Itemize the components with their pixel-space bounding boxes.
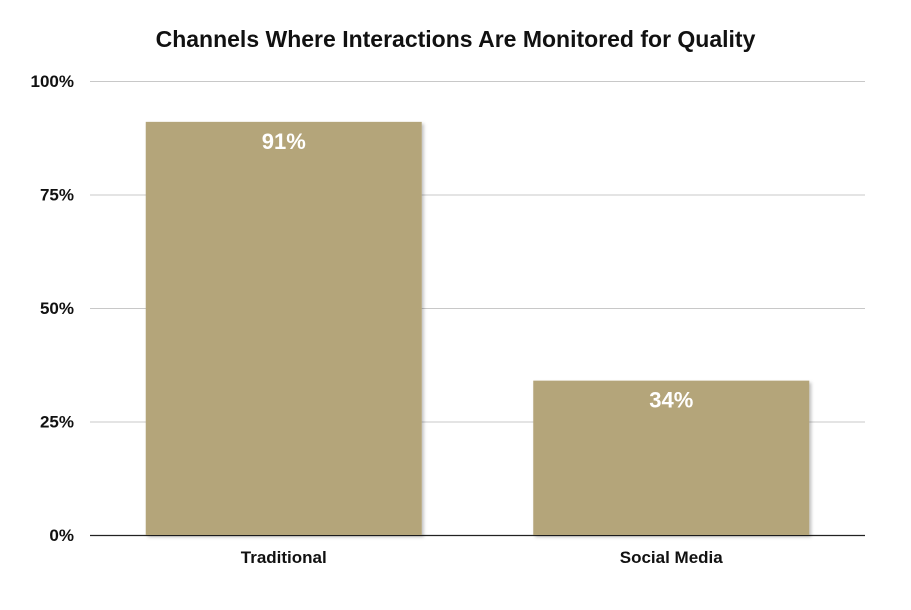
x-tick-label: Traditional	[241, 548, 327, 567]
y-tick-label: 75%	[40, 186, 74, 205]
bar-traditional	[145, 121, 422, 536]
y-tick-label: 100%	[31, 72, 74, 91]
bar-social-media	[533, 380, 810, 535]
data-label: 34%	[649, 388, 693, 413]
x-axis-ticks: Traditional Social Media	[241, 548, 724, 567]
x-tick-label: Social Media	[620, 548, 724, 567]
data-label: 91%	[262, 129, 306, 154]
chart-title: Channels Where Interactions Are Monitore…	[155, 26, 756, 52]
y-tick-label: 50%	[40, 299, 74, 318]
data-labels: 91% 34%	[262, 129, 694, 413]
y-tick-label: 25%	[40, 413, 74, 432]
y-tick-label: 0%	[49, 526, 74, 545]
bars	[145, 121, 810, 536]
y-axis-ticks: 0% 25% 50% 75% 100%	[31, 72, 74, 545]
